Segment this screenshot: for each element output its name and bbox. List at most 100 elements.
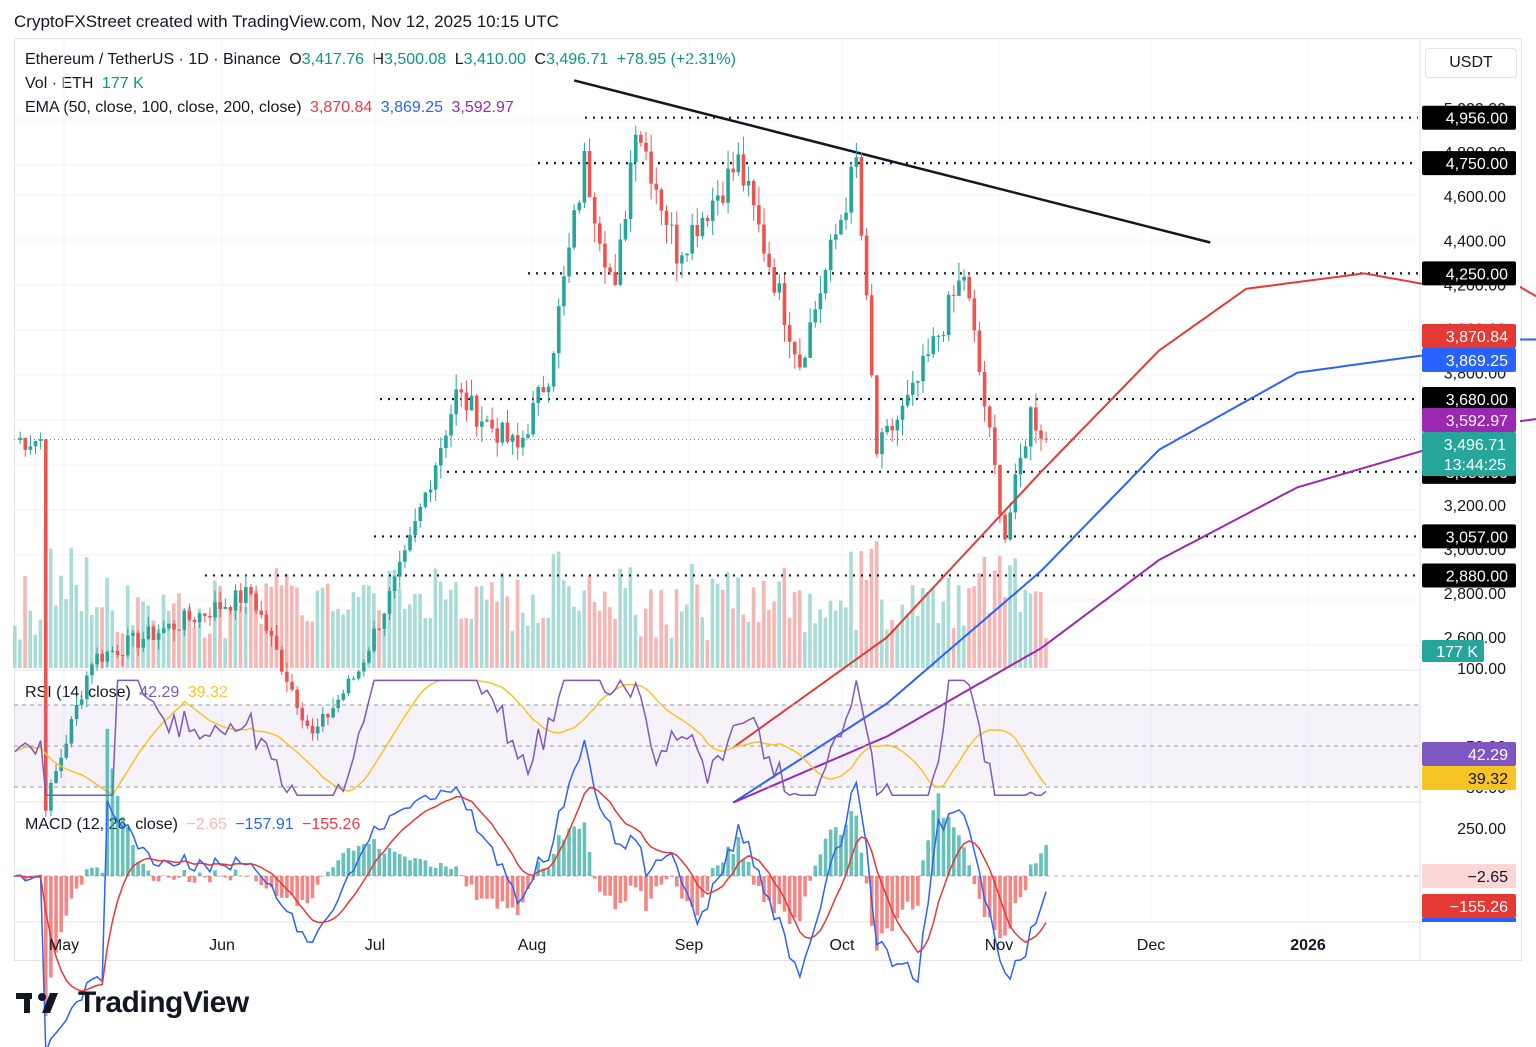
macd-hist-bar <box>875 876 879 951</box>
candle-body <box>875 375 879 455</box>
volume-bar <box>515 579 520 668</box>
macd-hist-bar <box>844 824 848 876</box>
axis-bg <box>1422 40 1520 960</box>
candle-body <box>967 276 971 299</box>
candle-body <box>546 386 551 393</box>
macd-hist-bar <box>23 876 28 880</box>
macd-hist-bar <box>74 876 79 889</box>
symbol-label[interactable]: Ethereum / TetherUS · 1D · Binance <box>25 51 281 68</box>
horizontal-levels[interactable] <box>14 116 1418 577</box>
volume-bar <box>402 608 407 668</box>
volume-bar <box>423 618 427 668</box>
volume-bar <box>449 589 453 668</box>
macd-hist-bar <box>751 876 756 885</box>
time-axis[interactable]: May Jun Jul Aug Sep Oct Nov Dec 2026 <box>49 937 1326 954</box>
candle-body <box>515 435 520 448</box>
ema50-line <box>732 261 1536 749</box>
level-tag-bg <box>1422 151 1516 176</box>
macd-hist-bar <box>951 827 956 876</box>
macd-hist-bar <box>757 876 761 887</box>
volume-label[interactable]: Vol · ETH <box>25 75 94 92</box>
macd-hist-bar <box>967 865 971 876</box>
volume-bar <box>54 605 58 668</box>
candle-body <box>572 210 576 248</box>
open-value: 3,417.76 <box>301 51 365 68</box>
volume-bar <box>84 557 89 668</box>
macd-hist-bar <box>741 859 746 876</box>
legend-macd[interactable]: MACD (12, 26, close) −2.65 −157.91 −155.… <box>25 816 364 834</box>
candle-body <box>536 387 541 403</box>
volume-bar <box>746 621 751 668</box>
rsi-value: 42.29 <box>139 684 180 701</box>
macd-hist-bar <box>95 867 99 876</box>
candle-body <box>721 195 725 203</box>
volume-bar <box>346 609 351 668</box>
legend-ema[interactable]: EMA (50, close, 100, close, 200, close) … <box>25 99 518 117</box>
candle-body <box>998 464 1002 515</box>
volume-bar <box>382 613 386 668</box>
macd-hist-bar <box>187 876 192 883</box>
macd-hist-bar <box>731 854 735 876</box>
close-value: 3,496.71 <box>545 51 609 68</box>
macd-hist-bar <box>736 836 741 876</box>
volume-bar <box>561 580 566 668</box>
macd-hist-bar <box>490 876 494 899</box>
candle-body <box>18 437 22 440</box>
candle-body <box>279 649 284 672</box>
volume-bar <box>64 599 68 668</box>
volume-bar <box>915 615 920 668</box>
rsi-label[interactable]: RSI (14, close) <box>25 684 131 701</box>
candle-body <box>674 224 679 264</box>
macd-hist-bar <box>849 811 853 876</box>
candle-body <box>182 610 187 630</box>
candle-body <box>64 743 69 758</box>
candle-body <box>105 651 110 662</box>
candle-body <box>74 704 79 720</box>
volume-bar <box>956 585 961 668</box>
candle-body <box>777 283 782 293</box>
candle-body <box>43 439 48 811</box>
grid <box>14 40 1522 960</box>
candle-body <box>156 633 161 640</box>
macd-hist-bar <box>551 853 556 876</box>
price-axis[interactable]: 4,800.004,600.004,400.004,200.003,800.00… <box>1422 40 1520 960</box>
candle-body <box>459 389 464 393</box>
candle-body <box>85 675 89 700</box>
volume-bar <box>254 590 258 668</box>
macd-hist-bar <box>910 876 915 910</box>
macd-label[interactable]: MACD (12, 26, close) <box>25 816 178 833</box>
ema-label[interactable]: EMA (50, close, 100, close, 200, close) <box>25 99 302 116</box>
macd-hist-bar <box>674 876 679 887</box>
macd-hist-bar <box>916 876 920 906</box>
macd-hist-bar <box>213 870 217 876</box>
candle-body <box>885 425 889 433</box>
candle-body <box>710 200 715 221</box>
macd-hist-bar <box>156 876 161 882</box>
volume-bar <box>418 593 422 668</box>
macd-hist-bar <box>541 868 546 876</box>
macd-hist-bar <box>644 876 648 911</box>
volume-bar <box>808 593 812 668</box>
macd-hist-bar <box>110 768 115 876</box>
legend-ohlc[interactable]: Ethereum / TetherUS · 1D · Binance O3,41… <box>25 51 740 69</box>
tradingview-wordmark: TradingView <box>78 986 249 1019</box>
volume-bar <box>484 599 489 668</box>
legend-volume[interactable]: Vol · ETH 177 K <box>25 75 148 93</box>
macd-hist-bar <box>1003 876 1007 936</box>
candle-body <box>238 590 243 603</box>
candle-body <box>285 671 289 682</box>
candle-body <box>33 441 38 447</box>
candle-body <box>351 678 356 680</box>
trendline[interactable] <box>573 79 1211 244</box>
volume-bar <box>100 607 104 668</box>
macd-hist-bar <box>274 876 279 897</box>
candle-body <box>598 223 602 244</box>
legend-rsi[interactable]: RSI (14, close) 42.29 39.32 <box>25 684 232 702</box>
candle-body <box>218 602 222 610</box>
macd-hist-bar <box>500 876 505 902</box>
currency-button[interactable]: USDT <box>1425 48 1517 78</box>
volume-bar <box>1008 565 1012 668</box>
volume-bar <box>290 585 294 668</box>
volume-bar <box>490 582 494 668</box>
